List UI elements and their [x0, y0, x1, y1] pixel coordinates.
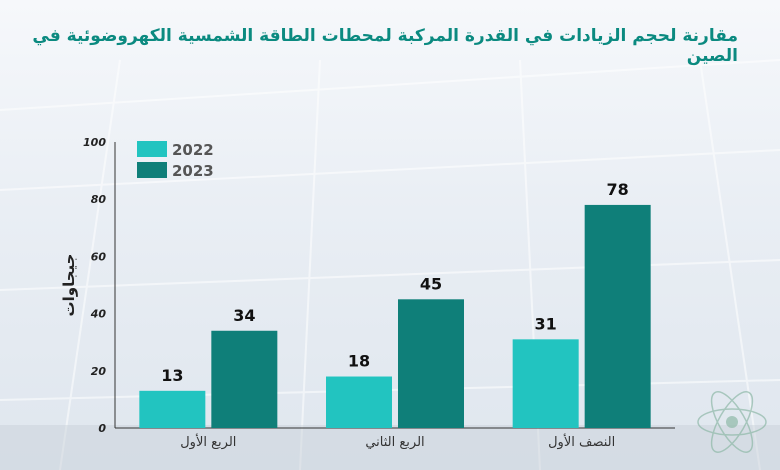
- data-label: 34: [233, 306, 255, 325]
- atom-logo-watermark: [697, 391, 767, 453]
- bar-2022-1: [326, 376, 392, 428]
- y-tick-label: 40: [90, 308, 107, 321]
- bar-2022-2: [512, 339, 579, 428]
- x-tick-label: النصف الأول: [548, 433, 615, 450]
- bar-2023-2: [584, 204, 651, 428]
- data-label: 78: [607, 180, 629, 199]
- bar-2023-1: [398, 299, 464, 428]
- y-tick-label: 100: [83, 136, 106, 149]
- legend-swatch-2023: [137, 162, 167, 178]
- data-label: 13: [161, 366, 183, 385]
- y-tick-label: 20: [91, 365, 107, 378]
- y-tick-label: 0: [98, 422, 106, 435]
- x-tick-label: الربع الأول: [180, 433, 236, 450]
- legend-swatch-2022: [137, 141, 167, 157]
- data-label: 18: [348, 352, 370, 371]
- bar-2022-0: [139, 390, 206, 428]
- y-axis-label: جيجاوات: [60, 254, 78, 317]
- data-label: 31: [535, 314, 557, 333]
- page-title: مقارنة لحجم الزيادات في القدرة المركبة ل…: [32, 26, 738, 66]
- legend-label-2022: 2022: [172, 141, 214, 159]
- bar-2023-0: [211, 330, 278, 428]
- data-label: 45: [420, 274, 442, 293]
- legend-label-2023: 2023: [172, 162, 214, 180]
- y-tick-label: 60: [91, 250, 107, 263]
- x-tick-label: الربع الثاني: [365, 435, 424, 450]
- y-tick-label: 80: [91, 193, 107, 206]
